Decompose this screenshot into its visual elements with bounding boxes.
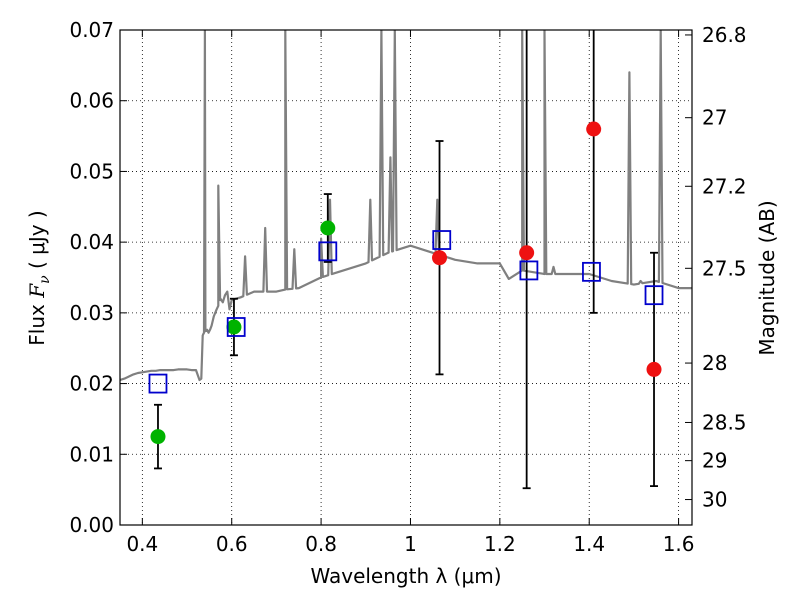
y-axis-title: Flux Fν ( μJy ) bbox=[25, 210, 53, 345]
y-tick-label: 0.03 bbox=[69, 301, 114, 325]
right-tick-label: 27 bbox=[702, 106, 727, 130]
data-point-square bbox=[644, 285, 664, 306]
data-point-square bbox=[318, 241, 338, 262]
data-point bbox=[320, 220, 336, 236]
right-tick-label: 27.2 bbox=[702, 174, 747, 198]
x-tick-label: 0.8 bbox=[305, 532, 337, 556]
spectrum-line bbox=[120, 30, 692, 382]
y-tick-label: 0.04 bbox=[69, 230, 114, 254]
plot-frame bbox=[119, 29, 693, 526]
x-tick-label: 1.6 bbox=[663, 532, 695, 556]
y-tick-label: 0.05 bbox=[69, 159, 114, 183]
plot-area bbox=[120, 30, 692, 525]
right-tick-label: 28.5 bbox=[702, 410, 747, 434]
x-tick-label: 1.4 bbox=[573, 532, 605, 556]
data-point bbox=[150, 429, 166, 445]
data-markers bbox=[148, 121, 664, 445]
right-tick-label: 28 bbox=[702, 351, 727, 375]
x-tick-label: 0.4 bbox=[126, 532, 158, 556]
y-tick-label: 0.02 bbox=[69, 372, 114, 396]
right-tick-label: 26.8 bbox=[702, 23, 747, 47]
x-tick-label: 1.2 bbox=[484, 532, 516, 556]
data-point-square bbox=[226, 317, 246, 337]
y-tick-label: 0.00 bbox=[69, 513, 114, 537]
spectrum-series bbox=[120, 30, 692, 382]
right-axis-title: Magnitude (AB) bbox=[755, 200, 779, 355]
data-point bbox=[432, 250, 448, 266]
data-point-square bbox=[432, 230, 452, 250]
data-point-square bbox=[519, 260, 539, 281]
data-point bbox=[226, 319, 242, 335]
data-point bbox=[586, 121, 602, 137]
data-point bbox=[519, 245, 535, 261]
y-tick-label: 0.06 bbox=[69, 89, 114, 113]
right-tick-label: 30 bbox=[702, 488, 727, 512]
axis-ticks: 0.4 0.6 0.8 1 1.2 1.4 1.6 0.00 0.01 0.02 0.03 0.04 0… bbox=[69, 18, 746, 556]
data-point-square bbox=[582, 261, 601, 282]
y-tick-label: 0.01 bbox=[69, 442, 114, 466]
y-tick-label: 0.07 bbox=[69, 18, 114, 42]
x-tick-label: 1 bbox=[404, 532, 417, 556]
right-tick-label: 29 bbox=[702, 449, 727, 473]
x-tick-label: 0.6 bbox=[216, 532, 248, 556]
data-point-square bbox=[148, 373, 168, 394]
x-axis-title: Wavelength λ (μm) bbox=[310, 564, 501, 588]
right-tick-label: 27.5 bbox=[702, 256, 747, 280]
data-point bbox=[646, 361, 662, 377]
